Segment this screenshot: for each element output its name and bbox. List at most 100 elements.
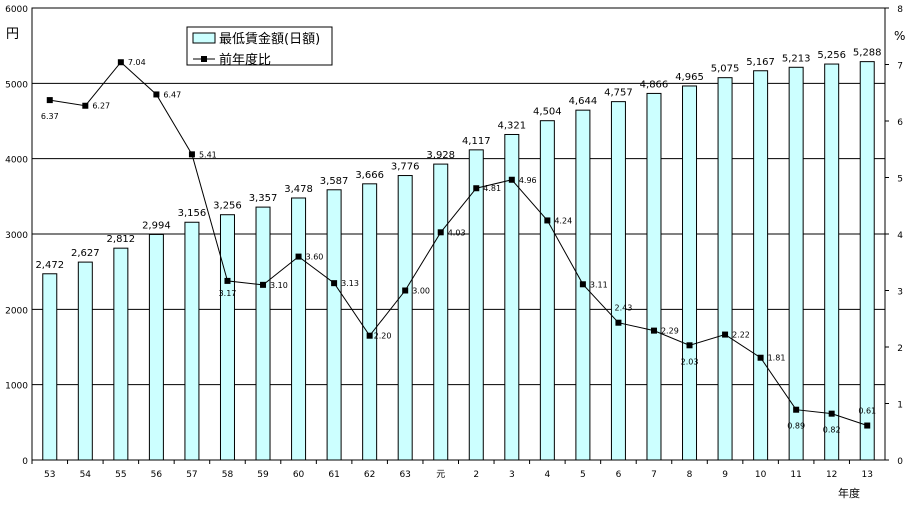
x-tick-label: 4 (544, 470, 550, 480)
x-tick-label: 63 (399, 470, 410, 480)
bar (42, 273, 58, 461)
y-left-tick-label: 5000 (5, 80, 28, 90)
line-data-label: 0.82 (823, 426, 841, 435)
bar-data-label: 2,994 (142, 220, 171, 231)
legend-line-label: 前年度比 (219, 52, 271, 68)
bar (433, 163, 449, 461)
bar-data-label: 3,256 (213, 201, 242, 212)
line-marker (188, 151, 195, 158)
x-tick-label: 8 (687, 470, 693, 480)
y-left-tick-label: 3000 (5, 231, 28, 241)
y-right-tick-label: 7 (897, 62, 903, 72)
line-marker (828, 410, 835, 417)
x-tick-label: 9 (722, 470, 728, 480)
legend-line-marker (201, 56, 207, 62)
line-data-label: 3.60 (306, 253, 324, 262)
x-tick-label: 60 (293, 470, 305, 480)
line-marker (224, 277, 231, 284)
x-tick-label: 61 (328, 470, 339, 480)
y-right-tick-label: 3 (897, 288, 903, 298)
line-path (49, 61, 868, 427)
bar (788, 66, 804, 461)
line-data-label: 7.04 (128, 58, 146, 67)
bar-data-label: 3,357 (249, 193, 278, 204)
x-tick-label: 11 (790, 470, 801, 480)
line-data-label: 3.17 (219, 289, 237, 298)
x-tick-label: 元 (436, 470, 445, 480)
bar (148, 233, 164, 461)
line-marker (153, 91, 160, 98)
line-data-label: 3.00 (412, 287, 430, 296)
line-marker (295, 253, 302, 260)
x-tick-label: 10 (755, 470, 767, 480)
line-data-label: 2.03 (681, 357, 699, 366)
bar (113, 247, 129, 461)
bar-data-label: 3,928 (426, 150, 455, 161)
line-data-label: 6.37 (41, 112, 59, 121)
bar-data-label: 5,075 (711, 64, 740, 75)
bar (397, 175, 413, 461)
line-data-label: 4.96 (519, 176, 537, 185)
bar-data-label: 4,866 (640, 79, 669, 90)
y-right-tick-label: 4 (897, 231, 903, 241)
line-marker (508, 176, 515, 183)
x-tick-label: 54 (80, 470, 92, 480)
y-left-tick-label: 2000 (5, 306, 28, 316)
x-tick-label: 57 (186, 470, 197, 480)
line-series: 6.37 6.27 7.04 6.47 5.41 3.17 3.10 3.60 3.13 2.20… (41, 58, 876, 434)
line-marker (686, 342, 693, 349)
legend: 最低賃金額(日額) 前年度比 (186, 26, 333, 68)
x-tick-label: 59 (257, 470, 269, 480)
line-data-label: 6.27 (92, 102, 110, 111)
x-tick-label: 53 (44, 470, 55, 480)
line-marker (615, 319, 622, 326)
line-marker (722, 331, 729, 338)
x-tick-label: 13 (862, 470, 873, 480)
bar-series: 2,472 2,627 2,812 2,994 3,156 3,256 3,357 3,478… (35, 48, 882, 461)
line-marker (650, 327, 657, 334)
bar (717, 77, 733, 461)
bar (291, 197, 307, 461)
bar (859, 61, 875, 461)
x-tick-label: 62 (364, 470, 375, 480)
line-marker (366, 332, 373, 339)
line-marker (117, 59, 124, 66)
line-data-label: 2.20 (374, 332, 392, 341)
bar-data-label: 4,117 (462, 136, 491, 147)
line-marker (793, 406, 800, 413)
line-data-label: 3.10 (270, 281, 288, 290)
bar-data-label: 5,288 (853, 48, 882, 59)
bar-data-label: 4,504 (533, 107, 562, 118)
x-tick-label: 12 (826, 470, 837, 480)
line-marker (473, 185, 480, 192)
x-tick-label: 58 (222, 470, 234, 480)
bar-data-label: 2,812 (107, 234, 136, 245)
line-data-label: 0.61 (858, 407, 876, 416)
bar (77, 261, 93, 461)
x-tick-label: 56 (151, 470, 163, 480)
line-data-label: 1.81 (768, 354, 786, 363)
bar (824, 63, 840, 461)
line-marker (544, 217, 551, 224)
bar-data-label: 2,472 (35, 260, 64, 271)
y-right-tick-label: 5 (897, 175, 903, 185)
y-left-tick-label: 0 (22, 457, 28, 467)
x-tick-label: 2 (473, 470, 479, 480)
bar-data-label: 5,213 (782, 53, 811, 64)
line-data-label: 3.13 (341, 279, 359, 288)
bar (539, 120, 555, 461)
bar-data-label: 3,587 (320, 176, 349, 187)
bar-data-label: 5,256 (817, 50, 846, 61)
line-marker (757, 354, 764, 361)
y-left-tick-label: 6000 (5, 5, 28, 15)
bar (504, 133, 520, 461)
y-right-tick-label: 6 (897, 118, 903, 128)
bar-data-label: 3,478 (284, 184, 313, 195)
y-right-tick-label: 8 (897, 5, 903, 15)
gridlines (32, 82, 885, 386)
bar-data-label: 4,757 (604, 88, 633, 99)
bar-data-label: 3,666 (355, 170, 384, 181)
line-marker (402, 287, 409, 294)
line-marker (579, 281, 586, 288)
x-tick-label: 5 (580, 470, 586, 480)
